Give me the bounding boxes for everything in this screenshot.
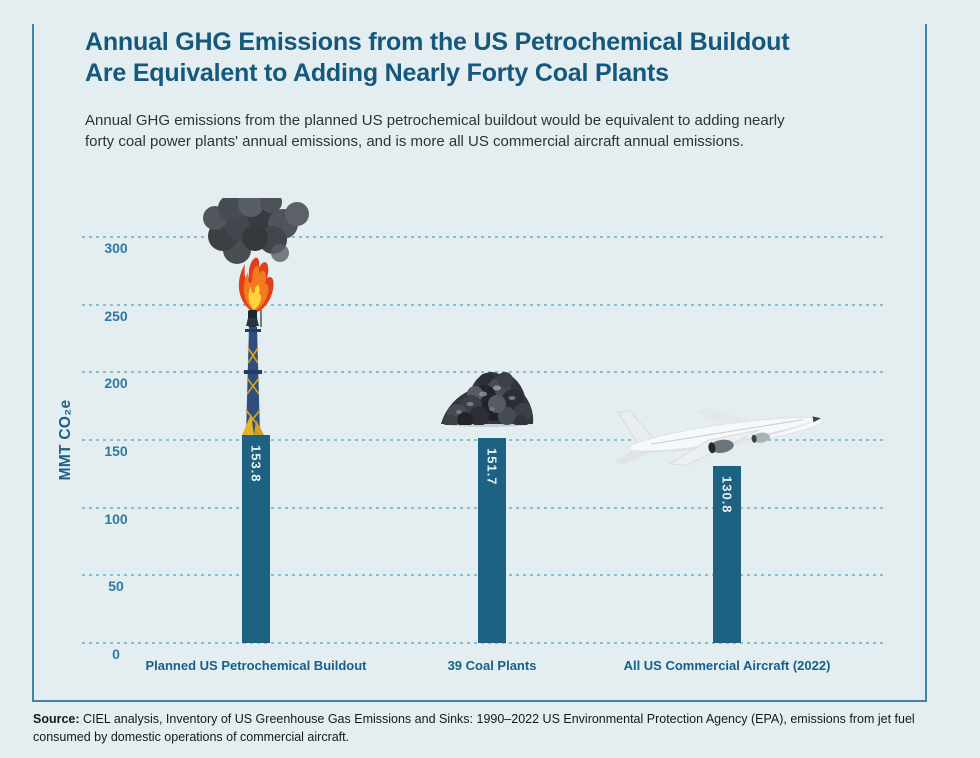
coal-pile-image xyxy=(441,371,534,427)
bar-1: 151.7 xyxy=(478,437,506,643)
flare-stack-image xyxy=(203,198,309,435)
category-label: All US Commercial Aircraft (2022) xyxy=(623,658,831,673)
gridline-250 xyxy=(82,303,887,306)
gridline-300 xyxy=(82,236,887,238)
subtitle-line-1: Annual GHG emissions from the planned US… xyxy=(85,112,785,129)
category-label: 39 Coal Plants xyxy=(447,658,537,673)
bar-0: 153.8 xyxy=(242,434,270,643)
source-note: Source: CIEL analysis, Inventory of US G… xyxy=(33,710,938,746)
bar-value-label: 130.8 xyxy=(719,475,735,514)
airplane-image xyxy=(614,408,824,466)
y-tick-label-50: 50 xyxy=(108,578,124,595)
bar-value-label: 153.8 xyxy=(248,444,264,483)
subtitle-line-2: forty coal power plants' annual emission… xyxy=(85,132,744,150)
source-text: CIEL analysis, Inventory of US Greenhous… xyxy=(33,712,915,745)
source-label: Source: xyxy=(33,712,80,726)
category-label: Planned US Petrochemical Buildout xyxy=(145,658,367,673)
chart-frame xyxy=(32,24,927,702)
gridline-200 xyxy=(82,371,887,374)
y-tick-label-150: 150 xyxy=(104,443,128,459)
y-tick-label-300: 300 xyxy=(104,240,128,256)
subtitle: Annual GHG emissions from the planned US… xyxy=(85,111,915,152)
gridline-0 xyxy=(82,642,887,644)
y-tick-label-200: 200 xyxy=(104,375,128,392)
title-line-1: Annual GHG Emissions from the US Petroch… xyxy=(85,28,790,56)
bar-2: 130.8 xyxy=(713,465,741,643)
bar-value-label: 151.7 xyxy=(484,447,500,486)
page-title: Annual GHG Emissions from the US Petroch… xyxy=(85,27,905,89)
y-tick-label-0: 0 xyxy=(112,646,120,662)
title-line-2: Are Equivalent to Adding Nearly Forty Co… xyxy=(85,59,669,87)
y-tick-label-250: 250 xyxy=(104,307,128,324)
y-tick-label-100: 100 xyxy=(104,510,128,527)
y-axis-title: MMT CO₂e xyxy=(57,399,74,481)
